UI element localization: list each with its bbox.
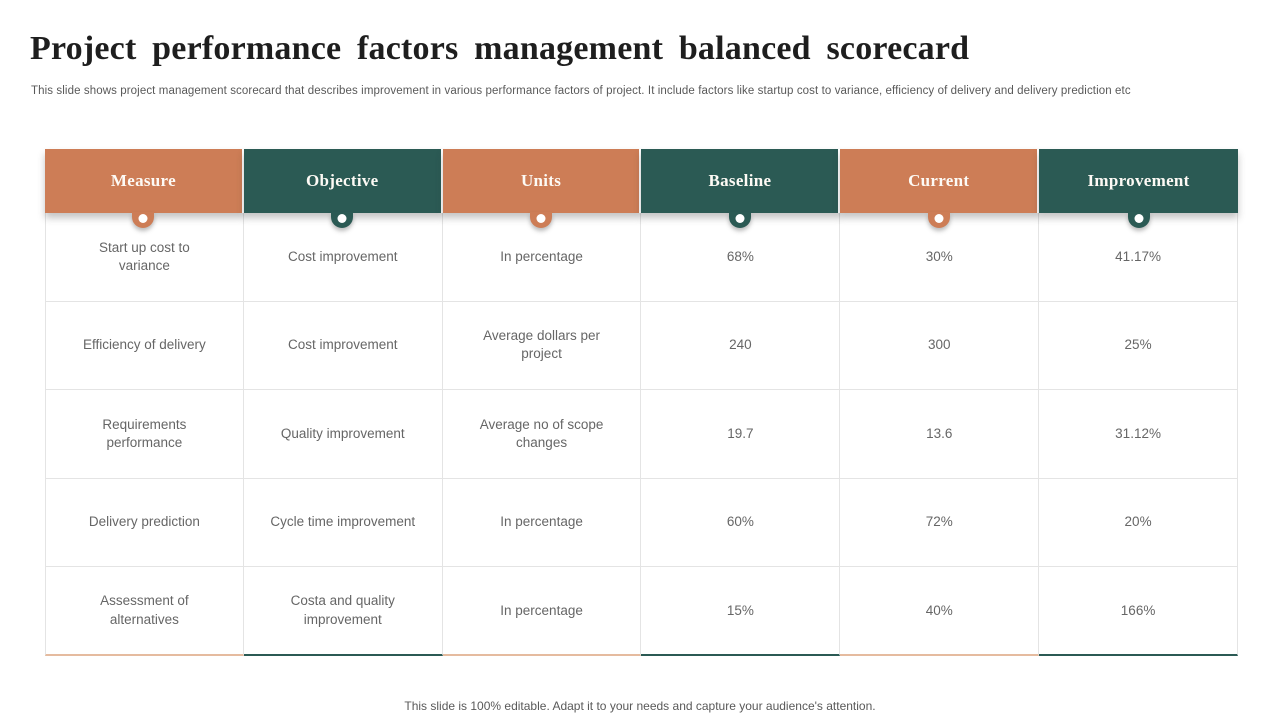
cell-measure: Delivery prediction: [45, 478, 244, 568]
column-header-label: Objective: [305, 171, 379, 190]
cell-objective: Cost improvement: [243, 301, 443, 391]
cell-units: In percentage: [442, 567, 642, 656]
cell-current: 13.6: [840, 390, 1040, 479]
column-header-objective: Objective: [243, 149, 443, 228]
column-header-units: Units: [442, 149, 642, 228]
cell-objective: Costa and quality improvement: [243, 567, 443, 656]
pin-dot-icon: [934, 214, 944, 223]
pin-marker-icon: [331, 212, 354, 228]
pin-dot-icon: [536, 214, 546, 223]
pin-dot-icon: [735, 214, 745, 223]
cell-objective: Quality improvement: [243, 390, 443, 479]
page-title: Project performance factors management b…: [30, 30, 970, 67]
cell-objective: Cycle time improvement: [243, 478, 443, 568]
cell-measure: Requirements performance: [45, 390, 244, 479]
column-header-label: Current: [908, 171, 970, 190]
cell-improvement: 31.12%: [1039, 390, 1238, 479]
cell-improvement: 25%: [1039, 301, 1238, 391]
scorecard-table: Measure Objective Units Baseline Current…: [45, 149, 1238, 656]
column-header-label: Measure: [110, 171, 176, 190]
pin-marker-icon: [927, 212, 950, 228]
cell-units: Average dollars per project: [442, 301, 642, 391]
pin-dot-icon: [337, 214, 347, 223]
pin-marker-icon: [1127, 212, 1150, 228]
cell-measure: Efficiency of delivery: [45, 301, 244, 391]
pin-dot-icon: [1134, 214, 1144, 223]
cell-current: 72%: [840, 478, 1040, 568]
cell-current: 40%: [840, 567, 1040, 656]
column-header-label: Units: [520, 171, 562, 190]
pin-dot-icon: [138, 214, 148, 223]
slide-description: This slide shows project management scor…: [31, 85, 1131, 97]
pin-marker-icon: [132, 212, 155, 228]
cell-baseline: 240: [641, 301, 841, 391]
column-header-current: Current: [840, 149, 1040, 228]
pin-marker-icon: [530, 212, 553, 228]
column-header-label: Improvement: [1087, 171, 1190, 190]
column-header-measure: Measure: [45, 149, 244, 228]
cell-measure: Assessment of alternatives: [45, 567, 244, 656]
footer-note: This slide is 100% editable. Adapt it to…: [404, 699, 876, 713]
column-header-improvement: Improvement: [1039, 149, 1238, 228]
column-header-baseline: Baseline: [641, 149, 841, 228]
cell-improvement: 20%: [1039, 478, 1238, 568]
cell-current: 300: [840, 301, 1040, 391]
cell-units: Average no of scope changes: [442, 390, 642, 479]
cell-baseline: 60%: [641, 478, 841, 568]
pin-marker-icon: [728, 212, 751, 228]
column-header-label: Baseline: [708, 171, 772, 190]
cell-units: In percentage: [442, 478, 642, 568]
cell-improvement: 166%: [1039, 567, 1238, 656]
cell-baseline: 19.7: [641, 390, 841, 479]
cell-baseline: 15%: [641, 567, 841, 656]
